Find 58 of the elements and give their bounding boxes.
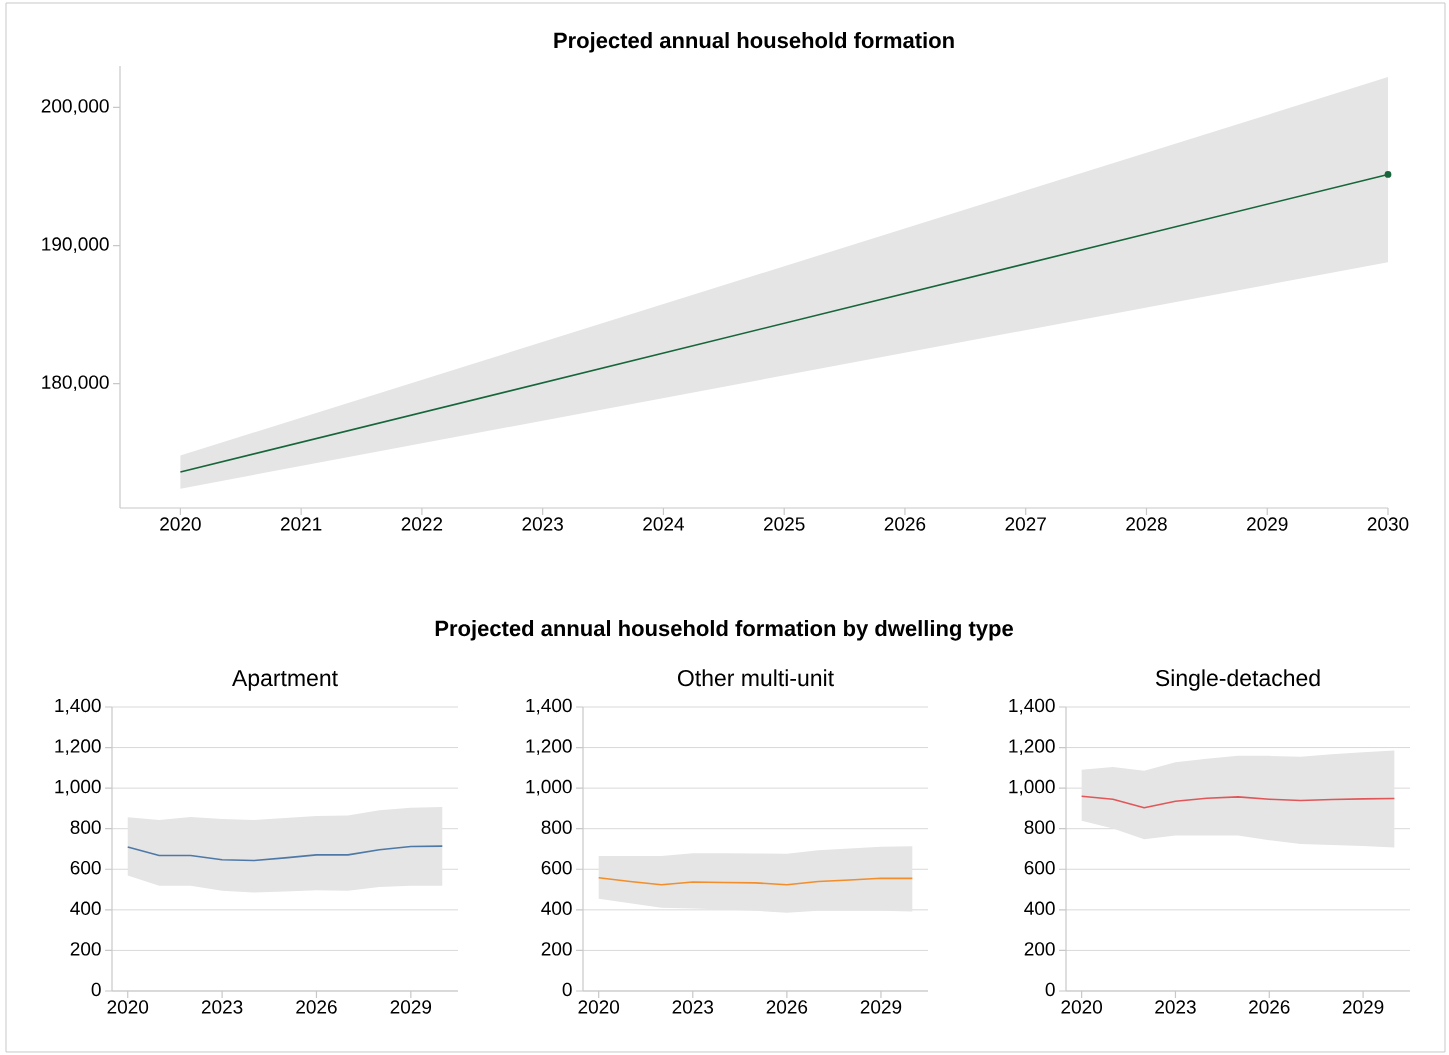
x-tick-label: 2023 — [672, 1000, 714, 1014]
x-tick-label: 2030 — [1367, 517, 1409, 531]
x-tick-label: 2029 — [1247, 517, 1288, 531]
y-tick-label: 1,200 — [1009, 739, 1055, 755]
x-tick-label: 2026 — [766, 1000, 808, 1014]
x-tick-label: 2022 — [401, 517, 443, 531]
x-tick-label: 2020 — [107, 1000, 149, 1014]
y-tick-label: 180,000 — [42, 375, 109, 392]
x-tick-label: 2021 — [280, 517, 322, 531]
chart-title: Single-detached — [1155, 669, 1320, 691]
x-tick-label: 2026 — [884, 517, 926, 531]
x-tick-label: 2026 — [296, 1000, 337, 1014]
y-tick-label: 1,200 — [55, 739, 101, 755]
text: Projected annual household formation by dwelling type — [435, 620, 1013, 641]
y-tick-label: 1,000 — [55, 779, 101, 796]
y-tick-label: 600 — [541, 861, 572, 875]
y-tick-label: 200 — [541, 942, 572, 956]
x-tick-label: 2023 — [522, 517, 563, 531]
y-tick-label: 600 — [70, 861, 101, 875]
y-tick-label: 0 — [1045, 982, 1055, 997]
y-tick-label: 400 — [1024, 901, 1055, 916]
y-tick-label: 400 — [541, 901, 572, 916]
x-tick-label: 2027 — [1005, 517, 1046, 531]
y-tick-label: 0 — [91, 982, 101, 997]
y-tick-label: 200,000 — [41, 99, 109, 115]
chart-title: Apartment — [232, 670, 338, 691]
line-series — [126, 845, 444, 862]
y-tick-label: 800 — [1024, 820, 1055, 834]
x-tick-label: 2025 — [764, 517, 805, 531]
line-series — [597, 876, 914, 886]
y-tick-label: 0 — [562, 982, 572, 997]
y-tick-label: 200 — [70, 942, 101, 956]
x-tick-label: 2023 — [1155, 1000, 1196, 1014]
x-tick-label: 2023 — [201, 1000, 243, 1014]
y-tick-label: 1,000 — [1009, 779, 1055, 796]
y-tick-label: 1,000 — [526, 779, 572, 796]
x-tick-label: 2026 — [1249, 1000, 1290, 1014]
y-tick-label: 600 — [1024, 861, 1055, 875]
x-tick-label: 2029 — [1342, 1000, 1384, 1014]
x-tick-label: 2028 — [1126, 517, 1167, 531]
x-tick-label: 2020 — [1061, 1000, 1103, 1014]
y-tick-label: 1,400 — [1009, 698, 1055, 715]
y-tick-label: 400 — [70, 901, 101, 916]
y-tick-label: 1,400 — [55, 698, 101, 715]
x-tick-label: 2029 — [860, 1000, 902, 1014]
x-tick-label: 2029 — [390, 1000, 432, 1014]
y-tick-label: 800 — [70, 820, 101, 834]
line-series — [1080, 795, 1396, 809]
y-tick-label: 1,200 — [526, 739, 572, 755]
x-tick-label: 2020 — [160, 517, 201, 531]
y-tick-label: 1,400 — [526, 698, 572, 715]
y-tick-label: 190,000 — [42, 237, 109, 253]
y-tick-label: 200 — [1024, 942, 1055, 956]
x-tick-label: 2020 — [578, 1000, 620, 1014]
y-tick-label: 800 — [541, 820, 572, 834]
x-tick-label: 2024 — [643, 517, 684, 531]
chart-title: Other multi-unit — [677, 669, 834, 687]
chart-title: Projected annual household formation — [554, 32, 954, 53]
